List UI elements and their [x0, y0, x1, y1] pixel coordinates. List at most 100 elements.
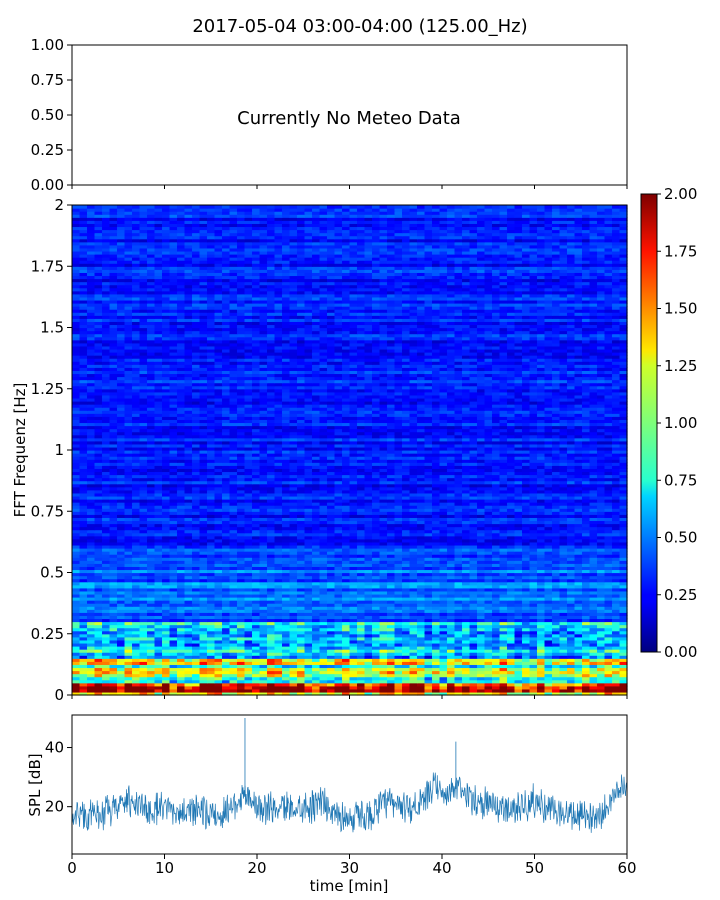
heatmap-cell: [402, 615, 411, 620]
heatmap-cell: [364, 658, 373, 662]
heatmap-cell: [349, 636, 358, 641]
heatmap-cell: [507, 505, 516, 509]
heatmap-cell: [372, 569, 381, 574]
heatmap-cell: [207, 633, 216, 638]
heatmap-cell: [357, 679, 366, 684]
heatmap-cell: [304, 581, 313, 586]
heatmap-cell: [222, 682, 231, 687]
heatmap-cell: [79, 502, 88, 506]
heatmap-cell: [349, 655, 358, 659]
heatmap-cell: [162, 587, 171, 592]
heatmap-cell: [79, 486, 88, 491]
heatmap-cell: [417, 572, 426, 577]
heatmap-cell: [327, 575, 336, 580]
heatmap-cell: [244, 526, 253, 531]
heatmap-cell: [147, 682, 156, 687]
heatmap-cell: [109, 664, 118, 669]
heatmap-cell: [484, 489, 493, 494]
heatmap-cell: [364, 557, 373, 561]
heatmap-cell: [432, 529, 441, 534]
heatmap-cell: [559, 502, 568, 506]
heatmap-cell: [214, 541, 223, 546]
heatmap-cell: [289, 633, 298, 638]
heatmap-cell: [87, 572, 96, 577]
heatmap-cell: [319, 612, 328, 616]
heatmap-cell: [552, 508, 561, 512]
heatmap-cell: [274, 615, 283, 620]
heatmap-cell: [349, 511, 358, 515]
heatmap-cell: [589, 636, 598, 641]
heatmap-cell: [312, 603, 321, 607]
heatmap-cell: [417, 630, 426, 635]
heatmap-cell: [94, 627, 103, 632]
heatmap-cell: [357, 590, 366, 595]
heatmap-cell: [499, 691, 508, 696]
heatmap-cell: [222, 600, 231, 604]
heatmap-cell: [439, 649, 448, 653]
heatmap-cell: [409, 664, 418, 669]
heatmap-cell: [289, 587, 298, 592]
heatmap-cell: [252, 630, 261, 635]
heatmap-cell: [252, 679, 261, 684]
heatmap-cell: [409, 575, 418, 580]
heatmap-cell: [537, 655, 546, 659]
heatmap-cell: [484, 633, 493, 638]
heatmap-cell: [394, 514, 403, 518]
heatmap-cell: [117, 492, 126, 497]
heatmap-cell: [259, 597, 268, 601]
heatmap-cell: [439, 642, 448, 647]
heatmap-cell: [357, 584, 366, 589]
heatmap-cell: [417, 691, 426, 696]
heatmap-cell: [124, 612, 133, 616]
heatmap-cell: [484, 673, 493, 678]
heatmap-cell: [619, 606, 628, 610]
heatmap-cell: [424, 514, 433, 518]
heatmap-cell: [364, 569, 373, 574]
heatmap-cell: [154, 578, 163, 583]
heatmap-cell: [529, 630, 538, 635]
heatmap-cell: [447, 569, 456, 574]
heatmap-cell: [574, 688, 583, 693]
heatmap-cell: [529, 563, 538, 567]
heatmap-cell: [387, 551, 396, 555]
heatmap-cell: [544, 505, 553, 509]
heatmap-cell: [102, 621, 111, 626]
heatmap-cell: [529, 554, 538, 558]
heatmap-cell: [469, 642, 478, 647]
heatmap-cell: [117, 679, 126, 684]
heatmap-cell: [529, 673, 538, 678]
heatmap-cell: [559, 575, 568, 580]
heatmap-cell: [162, 535, 171, 540]
heatmap-cell: [252, 667, 261, 672]
heatmap-cell: [372, 508, 381, 512]
heatmap-cell: [237, 621, 246, 626]
heatmap-cell: [349, 673, 358, 678]
heatmap-cell: [619, 551, 628, 555]
heatmap-cell: [567, 569, 576, 574]
heatmap-cell: [469, 612, 478, 616]
heatmap-cell: [147, 557, 156, 561]
heatmap-cell: [312, 575, 321, 580]
heatmap-cell: [439, 691, 448, 696]
heatmap-cell: [304, 492, 313, 497]
heatmap-cell: [244, 679, 253, 684]
heatmap-cell: [544, 502, 553, 506]
heatmap-cell: [319, 593, 328, 598]
heatmap-cell: [214, 569, 223, 574]
heatmap-cell: [499, 673, 508, 678]
heatmap-cell: [79, 646, 88, 650]
heatmap-cell: [72, 560, 81, 564]
heatmap-cell: [477, 670, 486, 675]
heatmap-cell: [409, 560, 418, 564]
heatmap-cell: [574, 566, 583, 571]
heatmap-cell: [379, 655, 388, 659]
heatmap-cell: [522, 682, 531, 687]
heatmap-cell: [492, 633, 501, 638]
heatmap-cell: [147, 551, 156, 555]
heatmap-cell: [289, 505, 298, 509]
heatmap-cell: [402, 600, 411, 604]
heatmap-cell: [162, 554, 171, 558]
heatmap-cell: [79, 508, 88, 512]
heatmap-cell: [94, 685, 103, 690]
heatmap-cell: [342, 630, 351, 635]
